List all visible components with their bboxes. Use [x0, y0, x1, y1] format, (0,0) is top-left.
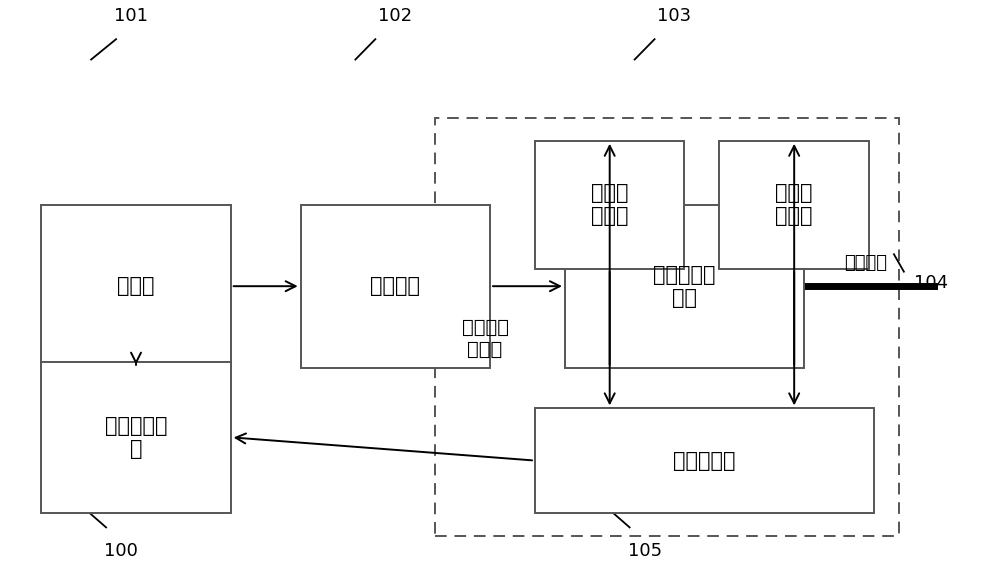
- Bar: [301, 205, 490, 367]
- Bar: [535, 141, 684, 269]
- Text: 103: 103: [657, 6, 692, 25]
- Text: 105: 105: [628, 542, 662, 560]
- Text: 光电转
换单元: 光电转 换单元: [591, 183, 628, 227]
- Text: 采集控制单
元: 采集控制单 元: [105, 416, 167, 459]
- Text: 102: 102: [378, 6, 412, 25]
- Text: 激光器: 激光器: [117, 276, 155, 296]
- Bar: [565, 205, 804, 367]
- Bar: [41, 205, 231, 367]
- Text: 光电转
换单元: 光电转 换单元: [775, 183, 813, 227]
- Text: 104: 104: [914, 274, 948, 292]
- Bar: [41, 361, 231, 513]
- Text: 光放大器: 光放大器: [370, 276, 420, 296]
- Text: 拉曼波分复
用器: 拉曼波分复 用器: [653, 265, 716, 308]
- Text: 传感光纤: 传感光纤: [844, 253, 887, 272]
- Bar: [435, 117, 899, 536]
- Text: 数模转换器: 数模转换器: [673, 451, 736, 471]
- Text: 101: 101: [114, 6, 148, 25]
- Text: 光电接收
子系统: 光电接收 子系统: [462, 318, 509, 359]
- Bar: [719, 141, 869, 269]
- Text: 100: 100: [104, 542, 138, 560]
- Bar: [535, 408, 874, 513]
